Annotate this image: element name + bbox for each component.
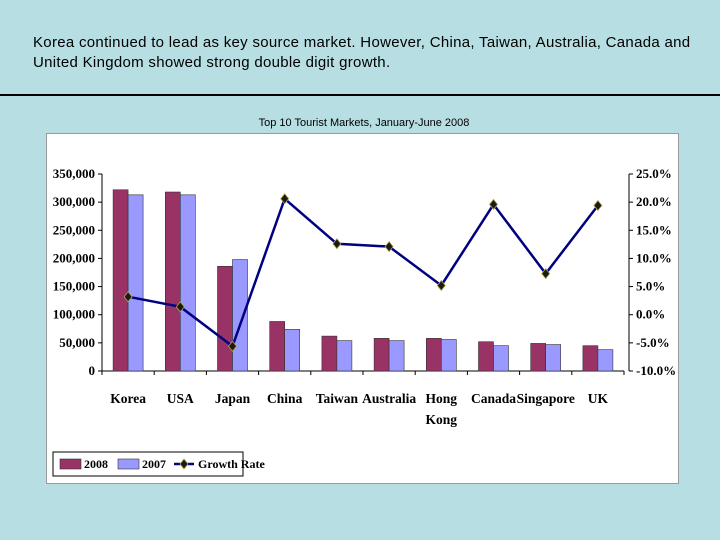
left-axis-tick-label: 50,000 xyxy=(59,335,95,350)
left-axis-tick-label: 200,000 xyxy=(53,250,95,265)
x-axis-category-label: UK xyxy=(588,391,609,406)
bar-2008-singapore xyxy=(530,343,547,372)
x-axis-category-label: Canada xyxy=(471,391,516,406)
growth-marker-japan xyxy=(227,340,238,352)
left-axis-tick-label: 350,000 xyxy=(53,166,95,181)
bar-2007-china xyxy=(284,329,300,372)
bar-2008-usa xyxy=(165,191,181,372)
bar-2008-canada xyxy=(478,341,494,372)
legend-swatch-growth-marker xyxy=(179,458,189,470)
right-axis-tick-label: -10.0% xyxy=(636,363,676,378)
bar-2007-taiwan xyxy=(336,340,353,372)
right-axis-tick-label: -5.0% xyxy=(636,335,670,350)
title-divider xyxy=(0,94,720,96)
x-axis-category-label: Kong xyxy=(426,412,458,427)
x-axis-category-label: Taiwan xyxy=(316,391,359,406)
bar-2007-japan xyxy=(232,259,248,372)
growth-marker-china xyxy=(280,193,290,205)
chart-panel: 0 50,000 100,000 150,000 200,000 250,000 300,0… xyxy=(46,133,679,484)
bar-2007-uk xyxy=(597,349,614,372)
growth-marker-taiwan xyxy=(332,238,342,250)
x-axis-category-label: USA xyxy=(167,391,194,406)
bar-2008-taiwan xyxy=(321,335,338,372)
legend-swatch-2008 xyxy=(59,458,82,470)
right-axis-tick-label: 15.0% xyxy=(636,222,672,237)
right-axis-tick-label: 20.0% xyxy=(636,194,672,209)
growth-marker-canada xyxy=(488,198,499,211)
bar-2007-korea xyxy=(127,194,144,372)
bar-2007-singapore xyxy=(545,344,562,372)
bar-2008-uk xyxy=(582,345,599,372)
combo-chart: 0 50,000 100,000 150,000 200,000 250,000 300,0… xyxy=(52,166,676,477)
right-axis-tick-label: 25.0% xyxy=(636,166,672,181)
chart-title: Top 10 Tourist Markets, January-June 200… xyxy=(258,117,470,129)
left-axis-tick-label: 100,000 xyxy=(53,307,95,322)
bar-2008-japan xyxy=(217,266,233,372)
left-axis-tick-label: 150,000 xyxy=(53,279,95,294)
legend-box xyxy=(52,451,244,477)
bar-2007-hong-kong xyxy=(440,339,457,372)
x-axis-category-label: Australia xyxy=(362,391,416,406)
bar-2007-australia xyxy=(388,340,405,372)
x-axis-category-label: Hong xyxy=(426,391,458,406)
right-axis-tick-label: 10.0% xyxy=(636,250,672,265)
bar-2008-hong-kong xyxy=(425,338,442,372)
growth-marker-hong-kong xyxy=(436,279,446,292)
bar-2007-canada xyxy=(493,345,509,372)
left-axis-tick-label: 300,000 xyxy=(53,194,95,209)
growth-marker-korea xyxy=(123,291,133,303)
left-axis-tick-label: 0 xyxy=(89,363,96,378)
left-axis-tick-label: 250,000 xyxy=(53,222,95,237)
right-axis-tick-label: 5.0% xyxy=(636,279,665,294)
growth-rate-line xyxy=(127,196,599,349)
bar-2008-china xyxy=(269,321,285,372)
growth-marker-singapore xyxy=(541,267,551,280)
slide-title: Korea continued to lead as key source ma… xyxy=(33,34,691,71)
legend-swatch-2007 xyxy=(117,458,140,470)
x-axis-category-label: Japan xyxy=(215,391,251,406)
legend-label-2007: 2007 xyxy=(142,457,166,471)
growth-marker-usa xyxy=(175,301,185,313)
legend-label-growth-rate: Growth Rate xyxy=(198,457,265,471)
x-axis-category-label: Korea xyxy=(110,391,146,406)
x-axis-category-label: Singapore xyxy=(517,391,575,406)
legend-label-2008: 2008 xyxy=(84,457,108,471)
bar-2008-australia xyxy=(373,338,390,372)
bar-2008-korea xyxy=(112,189,129,372)
growth-marker-uk xyxy=(593,199,603,212)
x-axis-category-label: China xyxy=(267,391,303,406)
right-axis-tick-label: 0.0% xyxy=(636,307,665,322)
bar-2007-usa xyxy=(180,194,196,372)
growth-marker-australia xyxy=(384,240,394,253)
